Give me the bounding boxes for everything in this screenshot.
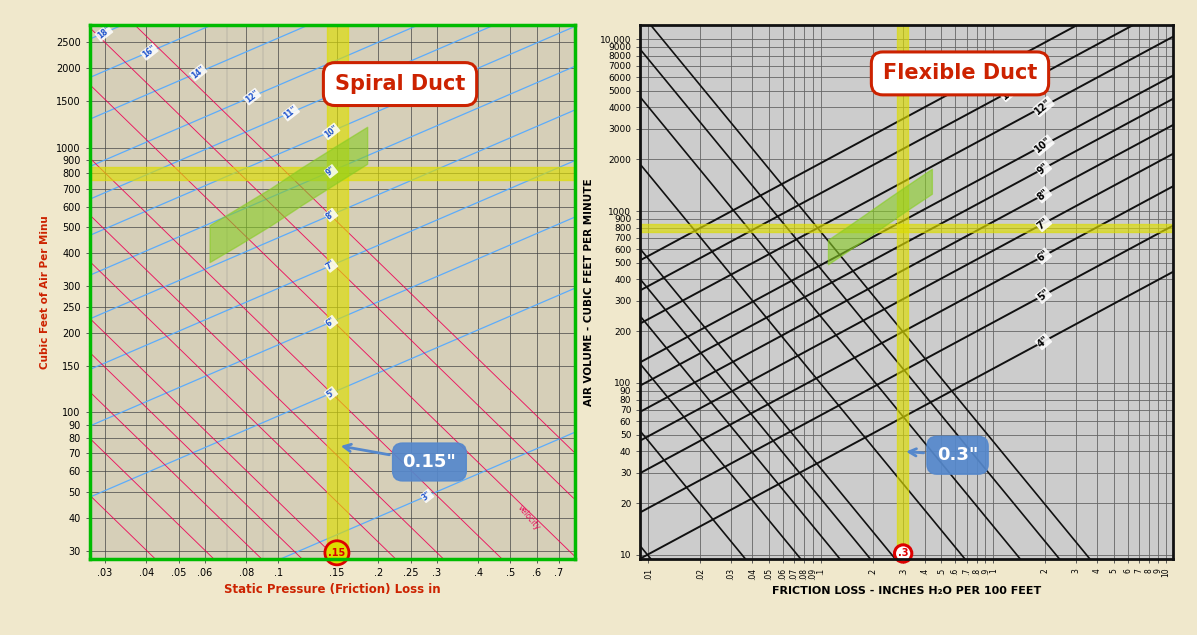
Text: 3": 3": [420, 490, 433, 502]
Text: 10": 10": [322, 123, 340, 140]
Text: 7": 7": [324, 259, 338, 272]
Bar: [640, 224, 1173, 232]
Text: 0.15": 0.15": [344, 444, 456, 471]
Text: 6": 6": [324, 316, 338, 328]
Text: Spiral Duct: Spiral Duct: [335, 74, 466, 94]
Text: 16": 16": [141, 44, 158, 60]
Text: 14": 14": [999, 82, 1020, 101]
Text: 8": 8": [1035, 187, 1051, 203]
Text: 8": 8": [324, 208, 338, 222]
Text: .15: .15: [328, 548, 346, 558]
Y-axis label: Cubic Feet of Air Per Minu: Cubic Feet of Air Per Minu: [41, 215, 50, 369]
Text: 9": 9": [1035, 161, 1051, 176]
Bar: [90, 167, 575, 180]
Text: .3: .3: [898, 549, 909, 559]
Text: 14": 14": [189, 65, 207, 81]
Text: 12": 12": [243, 89, 261, 105]
Text: 11": 11": [282, 105, 299, 121]
Text: 9": 9": [324, 165, 338, 178]
X-axis label: Static Pressure (Friction) Loss in: Static Pressure (Friction) Loss in: [224, 584, 440, 596]
Text: 5": 5": [324, 387, 338, 399]
Text: Flexible Duct: Flexible Duct: [883, 64, 1037, 83]
Text: velocity: velocity: [516, 503, 542, 532]
Text: 7": 7": [1035, 216, 1051, 231]
Text: 16": 16": [956, 75, 977, 94]
Text: 4": 4": [1035, 334, 1051, 349]
Text: 10": 10": [1033, 135, 1053, 155]
X-axis label: FRICTION LOSS - INCHES H₂O PER 100 FEET: FRICTION LOSS - INCHES H₂O PER 100 FEET: [772, 585, 1041, 596]
Text: 5": 5": [1035, 288, 1051, 303]
Text: 18": 18": [96, 25, 113, 41]
Y-axis label: AIR VOLUME - CUBIC FEET PER MINUTE: AIR VOLUME - CUBIC FEET PER MINUTE: [584, 178, 595, 406]
Bar: [898, 25, 909, 559]
Text: 12": 12": [1033, 97, 1053, 116]
Bar: [327, 25, 348, 559]
Text: 0.3": 0.3": [909, 446, 978, 464]
Text: 6": 6": [1035, 248, 1051, 264]
